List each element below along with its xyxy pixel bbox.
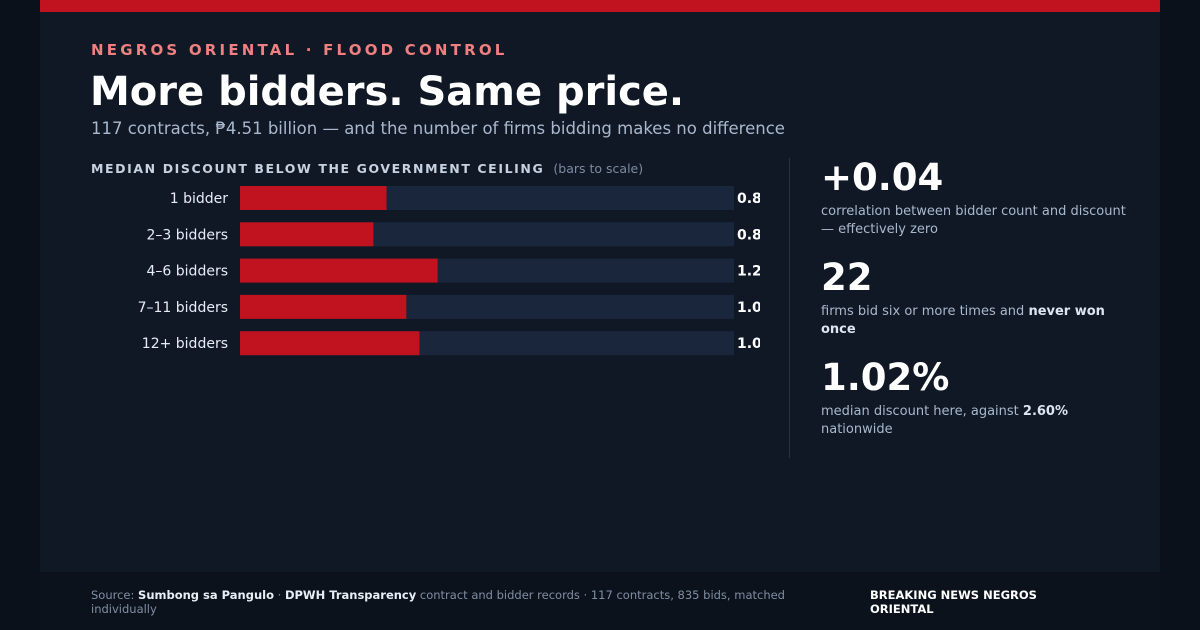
subhead: 117 contracts, ₱4.51 billion — and the n…	[91, 119, 785, 138]
source-separator: ·	[273, 588, 285, 602]
bar	[240, 258, 438, 283]
stat-median: 1.02% median discount here, against 2.60…	[821, 357, 1131, 439]
brand-label: BREAKING NEWS NEGROS ORIENTAL	[870, 588, 1037, 616]
source-rest: contract and bidder records · 117 contra…	[91, 588, 785, 616]
category-label: 2–3 bidders	[147, 227, 228, 243]
category-label: 4–6 bidders	[147, 264, 228, 280]
bar	[240, 186, 387, 210]
chart-title: MEDIAN DISCOUNT BELOW THE GOVERNMENT CEI…	[91, 158, 643, 177]
bar	[240, 222, 374, 247]
stat-description: correlation between bidder count and dis…	[821, 203, 1131, 239]
category-label: 7–11 bidders	[138, 300, 228, 316]
source-prefix: Source:	[91, 588, 139, 602]
chart-title-text: MEDIAN DISCOUNT BELOW THE GOVERNMENT CEI…	[91, 161, 545, 176]
value-label: 1.20%	[737, 264, 760, 280]
value-label: 1.01%	[737, 300, 760, 316]
stat-description: firms bid six or more times and never wo…	[821, 303, 1131, 339]
stat-value: 22	[821, 256, 873, 299]
stat-text: median discount here, against	[821, 404, 1023, 419]
value-label: 0.81%	[737, 227, 760, 243]
chart-note: (bars to scale)	[553, 161, 644, 176]
stat-correlation: +0.04 correlation between bidder count a…	[821, 157, 1131, 239]
kicker: NEGROS ORIENTAL · FLOOD CONTROL	[91, 41, 508, 59]
stat-description: median discount here, against 2.60% nati…	[821, 403, 1131, 439]
category-label: 1 bidder	[170, 191, 229, 207]
headline: More bidders. Same price.	[90, 69, 685, 115]
source-note: Source: Sumbong sa Pangulo · DPWH Transp…	[91, 588, 841, 616]
stat-text: correlation between bidder count and dis…	[821, 204, 1126, 237]
infographic-card: NEGROS ORIENTAL · FLOOD CONTROL More bid…	[40, 0, 1160, 630]
stat-emphasis: never won once	[821, 304, 1105, 337]
source-name-2: DPWH Transparency	[284, 588, 417, 602]
stat-firms: 22 firms bid six or more times and never…	[821, 257, 1131, 339]
category-label: 12+ bidders	[142, 336, 228, 352]
stat-text: firms bid six or more times and	[821, 304, 1029, 319]
bar	[240, 331, 420, 356]
discount-bar-chart: 1 bidder 0.89% 2–3 bidders 0.81% 4–6 bidders…	[138, 186, 760, 356]
value-label: 0.89%	[737, 191, 760, 207]
stat-value: 1.02%	[821, 356, 950, 399]
bar	[240, 294, 407, 319]
stat-emphasis: 2.60%	[1022, 404, 1069, 419]
source-name-1: Sumbong sa Pangulo	[138, 588, 274, 602]
value-label: 1.09%	[737, 336, 760, 352]
footer: Source: Sumbong sa Pangulo · DPWH Transp…	[40, 572, 1160, 630]
stat-value: +0.04	[821, 156, 944, 199]
top-accent-bar	[40, 0, 1160, 12]
stat-text-tail: nationwide	[821, 422, 893, 437]
divider	[789, 158, 790, 458]
